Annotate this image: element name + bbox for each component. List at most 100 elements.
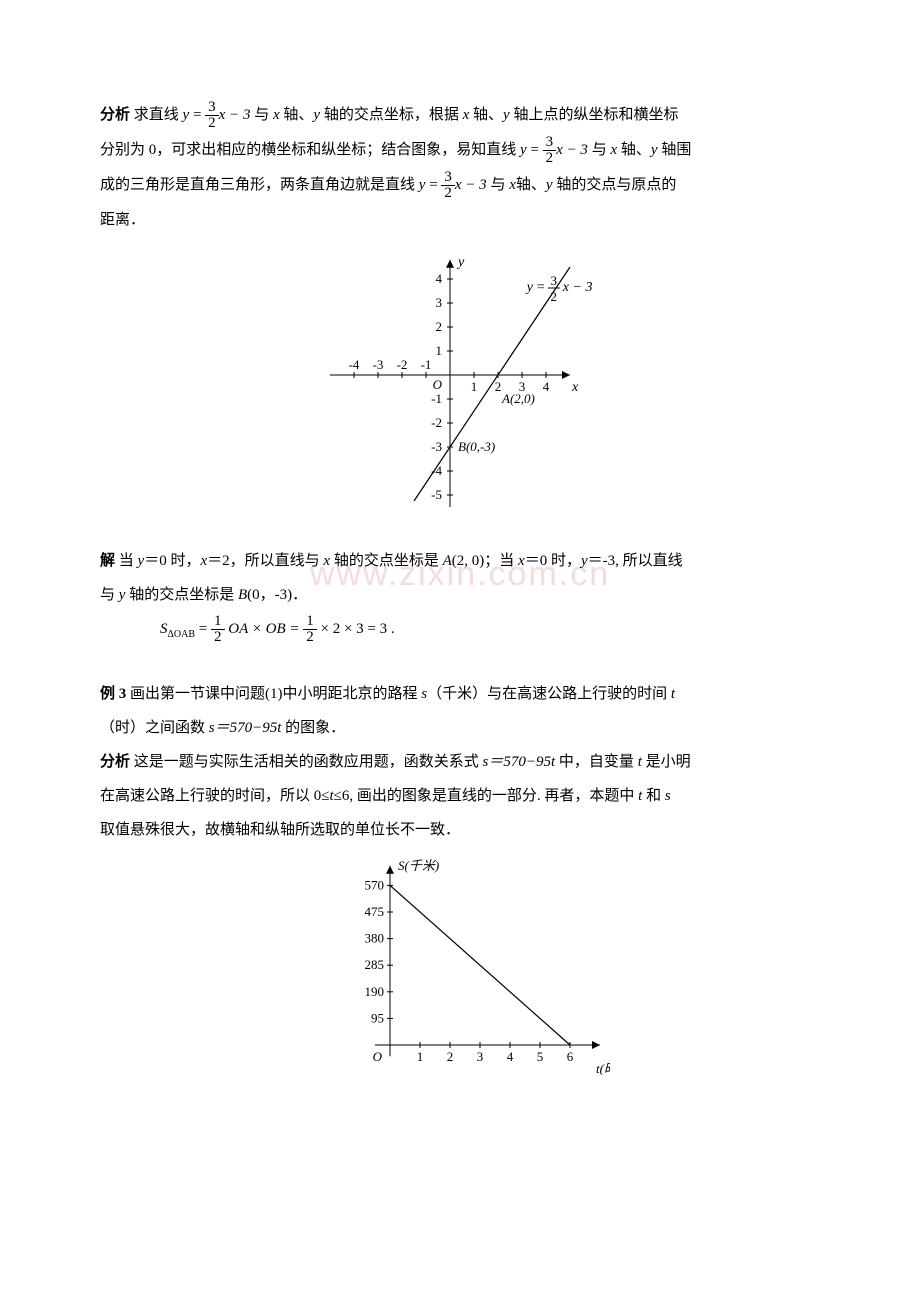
svg-text:S(千米): S(千米) [398,858,439,873]
area-S: S [160,621,168,637]
p6-t2: 轴的交点坐标是 [125,587,238,603]
svg-text:3: 3 [436,295,443,310]
eq1-pre: = [189,107,205,123]
eq3: y = 32x − 3 [419,177,487,193]
p6-Bc: (0，-3)． [247,587,307,603]
svg-text:95: 95 [371,1011,384,1026]
svg-text:O: O [373,1049,383,1064]
p8-t3: 和 [642,788,665,804]
svg-text:-2: -2 [431,415,442,430]
p8-t2: ≤6, 画出的图象是直线的一部分. 再者，本题中 [334,788,638,804]
lead-analysis2: 分析 [100,754,130,770]
p1-t2: 与 [250,107,273,123]
p7-eq: s＝570−95t [483,754,556,770]
p1-t6: 轴上点的纵坐标和横坐标 [510,107,679,123]
eq1: y = 32x − 3 [183,107,251,123]
svg-text:570: 570 [365,878,385,893]
coord-plot-1: -4-3-2-112341234-1-2-3-4-5OxyA(2,0)B(0,-… [300,245,620,525]
svg-text:2: 2 [436,319,443,334]
analysis-p1: 分析 求直线 y = 32x − 3 与 x 轴、y 轴的交点坐标，根据 x 轴… [100,100,820,131]
coord-plot-2: 12345695190285380475570OS(千米)t(时) [310,855,610,1075]
svg-text:4: 4 [543,379,550,394]
solution-p2: 与 y 轴的交点坐标是 B(0，-3)． [100,580,820,610]
svg-text:-5: -5 [431,487,442,502]
p7-t3: 是小明 [642,754,691,770]
p7-t2: 中，自变量 [555,754,638,770]
p4-t: 距离． [100,212,145,228]
p8-s: s [665,788,671,804]
p1-y2: y [503,107,510,123]
svg-text:y: y [456,255,465,270]
p5-t3: ＝2，所以直线与 [207,553,323,569]
svg-text:3: 3 [477,1049,484,1064]
analysis2-p3: 取值悬殊很大，故横轴和纵轴所选取的单位长不一致． [100,815,820,845]
p7-t1: 这是一题与实际生活相关的函数应用题，函数关系式 [130,754,483,770]
p5-t5: ＝0 时， [525,553,581,569]
analysis-p3: 成的三角形是直角三角形，两条直角边就是直线 y = 32x − 3 与 x轴、y… [100,170,820,201]
eq1-num: 3 [205,100,219,116]
p1-t3: 轴、 [280,107,314,123]
svg-text:6: 6 [567,1049,574,1064]
p5-A: A [443,553,452,569]
area-equation: SΔOAB = 12 OA × OB = 12 × 2 × 3 = 3 . [100,614,820,645]
p5-t1: 当 [115,553,138,569]
p6-B: B [238,587,247,603]
p2-t1: 分别为 0，可求出相应的横坐标和纵坐标；结合图象，易知直线 [100,142,520,158]
svg-text:-1: -1 [421,357,432,372]
p3-y: y [546,177,553,193]
svg-text:2: 2 [495,379,502,394]
svg-text:t(时): t(时) [596,1061,610,1075]
p2-t4: 轴围 [658,142,692,158]
area-n1: 1 [211,614,225,630]
svg-text:5: 5 [537,1049,544,1064]
eq2-post: x − 3 [556,142,588,158]
svg-text:x: x [571,380,579,395]
p1-x: x [273,107,280,123]
p9-t: 取值悬殊很大，故横轴和纵轴所选取的单位长不一致． [100,822,460,838]
p6-t1: 与 [100,587,119,603]
solution-p1: 解 当 y＝0 时，x＝2，所以直线与 x 轴的交点坐标是 A(2, 0)；当 … [100,546,820,576]
analysis-p2: 分别为 0，可求出相应的横坐标和纵坐标；结合图象，易知直线 y = 32x − … [100,135,820,166]
example3-p1: 例 3 画出第一节课中问题(1)中小明距北京的路程 s（千米）与在高速公路上行驶… [100,679,820,709]
p3-t2: 与 [487,177,510,193]
svg-text:B(0,-3): B(0,-3) [458,439,495,454]
ex3b-t2: 的图象． [281,720,345,736]
p5-t4: 轴的交点坐标是 [330,553,443,569]
p1-t5: 轴、 [469,107,503,123]
lead-solution: 解 [100,553,115,569]
svg-text:1: 1 [436,343,443,358]
svg-text:4: 4 [507,1049,514,1064]
ex3-t2: （千米）与在高速公路上行驶的时间 [427,686,671,702]
area-sub: ΔOAB [168,629,196,640]
p5-Ac: (2, 0)；当 [452,553,518,569]
p8-t1: 在高速公路上行驶的时间，所以 0≤ [100,788,329,804]
lead-analysis: 分析 [100,107,130,123]
eq2-den: 2 [543,151,557,166]
figure-1: -4-3-2-112341234-1-2-3-4-5OxyA(2,0)B(0,-… [100,245,820,536]
example3-p2: （时）之间函数 s＝570−95t 的图象． [100,713,820,743]
eq2: y = 32x − 3 [520,142,588,158]
svg-text:1: 1 [417,1049,424,1064]
eq3-num: 3 [441,170,455,186]
eq1-den: 2 [205,116,219,131]
ex3-t1: 画出第一节课中问题(1)中小明距北京的路程 [126,686,421,702]
eq2-num: 3 [543,135,557,151]
analysis-p4: 距离． [100,205,820,235]
eq3-pre: = [425,177,441,193]
ex3b-eq: s＝570−95t [209,720,282,736]
svg-text:-4: -4 [431,463,442,478]
p2-t3: 轴、 [617,142,651,158]
p2-t2: 与 [588,142,611,158]
area-mid: OA × OB = [228,621,303,637]
figure-2: 12345695190285380475570OS(千米)t(时) [100,855,820,1086]
svg-text:475: 475 [365,904,385,919]
svg-text:=: = [537,280,545,295]
area-d1: 2 [211,630,225,645]
svg-text:1: 1 [471,379,478,394]
svg-text:-3: -3 [431,439,442,454]
eq2-lhs: y [520,142,527,158]
eq2-pre: = [527,142,543,158]
p1-t4: 轴的交点坐标，根据 [320,107,463,123]
eq3-post: x − 3 [455,177,487,193]
p3-t1: 成的三角形是直角三角形，两条直角边就是直线 [100,177,419,193]
